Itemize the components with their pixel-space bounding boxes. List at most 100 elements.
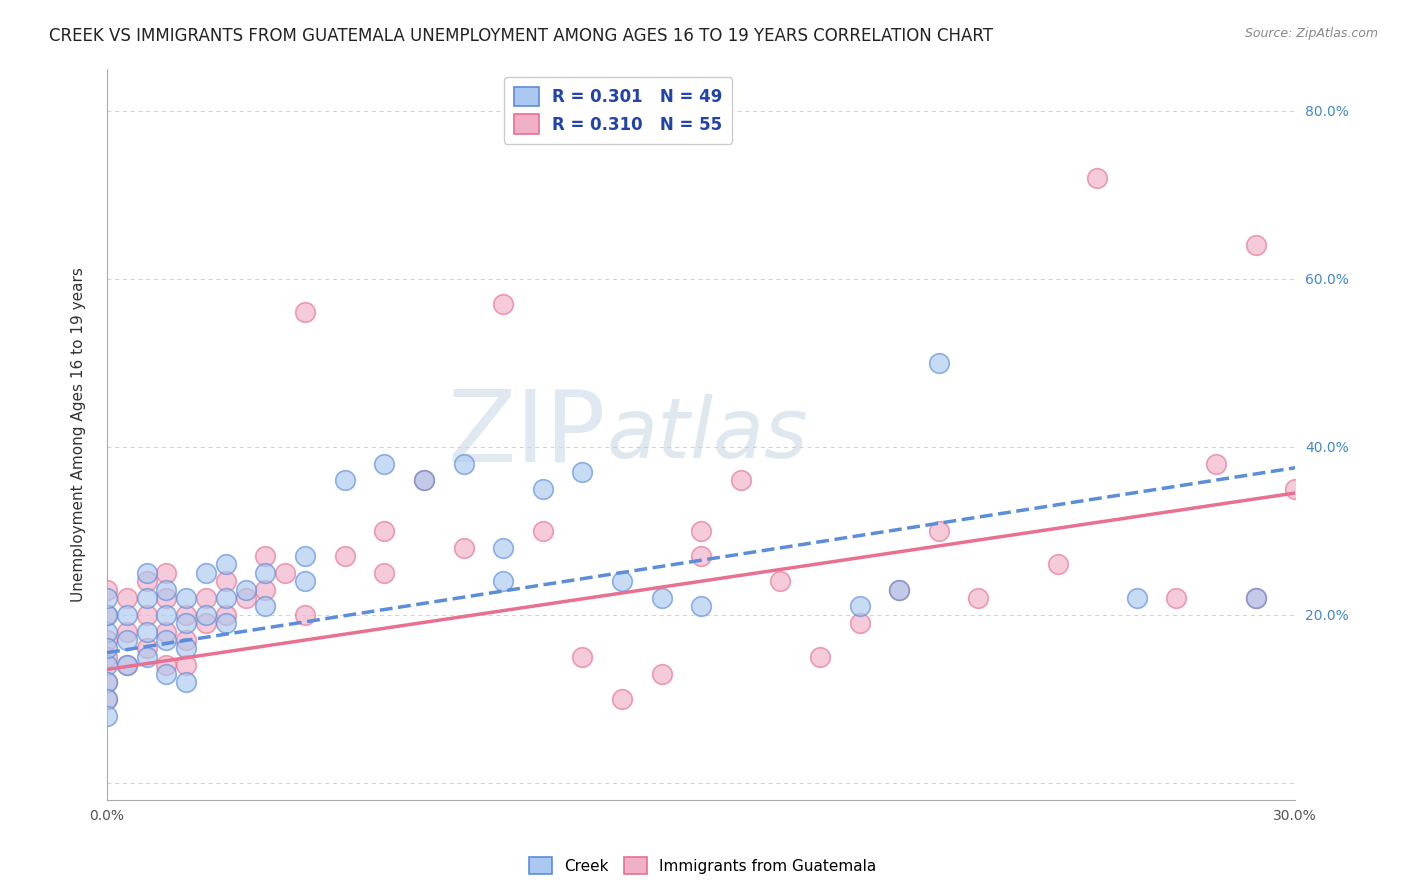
Point [115, 658, 138, 673]
Point [96, 591, 118, 605]
Legend: Creek, Immigrants from Guatemala: Creek, Immigrants from Guatemala [523, 851, 883, 880]
Point [96, 607, 118, 622]
Point [115, 607, 138, 622]
Point [492, 297, 515, 311]
Point [294, 549, 316, 563]
Point [96, 658, 118, 673]
Point [928, 356, 950, 370]
Point [174, 641, 197, 656]
Point [155, 666, 177, 681]
Point [115, 624, 138, 639]
Point [294, 607, 316, 622]
Point [274, 566, 297, 580]
Point [174, 607, 197, 622]
Point [1284, 482, 1306, 496]
Point [769, 574, 792, 589]
Point [195, 566, 218, 580]
Point [453, 457, 475, 471]
Point [254, 566, 277, 580]
Point [690, 524, 713, 538]
Point [135, 566, 157, 580]
Point [155, 566, 177, 580]
Point [651, 666, 673, 681]
Point [174, 591, 197, 605]
Text: Source: ZipAtlas.com: Source: ZipAtlas.com [1244, 27, 1378, 40]
Point [96, 641, 118, 656]
Point [215, 558, 238, 572]
Point [96, 675, 118, 690]
Point [174, 633, 197, 648]
Point [373, 524, 395, 538]
Point [333, 474, 356, 488]
Point [610, 574, 633, 589]
Point [571, 649, 593, 664]
Text: ZIP: ZIP [447, 385, 606, 483]
Point [115, 633, 138, 648]
Point [848, 599, 870, 614]
Point [235, 591, 257, 605]
Point [155, 624, 177, 639]
Point [235, 582, 257, 597]
Point [889, 582, 911, 597]
Point [1244, 591, 1267, 605]
Point [571, 465, 593, 479]
Point [135, 591, 157, 605]
Point [373, 457, 395, 471]
Y-axis label: Unemployment Among Ages 16 to 19 years: Unemployment Among Ages 16 to 19 years [72, 267, 86, 601]
Point [294, 574, 316, 589]
Point [254, 582, 277, 597]
Point [96, 624, 118, 639]
Point [453, 541, 475, 555]
Point [1046, 558, 1069, 572]
Point [1205, 457, 1227, 471]
Point [651, 591, 673, 605]
Point [333, 549, 356, 563]
Point [96, 607, 118, 622]
Point [531, 482, 554, 496]
Point [195, 616, 218, 631]
Point [96, 582, 118, 597]
Point [155, 633, 177, 648]
Point [96, 633, 118, 648]
Point [215, 616, 238, 631]
Point [730, 474, 752, 488]
Point [492, 541, 515, 555]
Point [413, 474, 436, 488]
Point [195, 591, 218, 605]
Point [96, 675, 118, 690]
Point [135, 574, 157, 589]
Text: atlas: atlas [606, 393, 807, 475]
Point [96, 708, 118, 723]
Point [215, 607, 238, 622]
Point [115, 591, 138, 605]
Point [1244, 238, 1267, 252]
Point [155, 582, 177, 597]
Point [174, 616, 197, 631]
Point [1166, 591, 1188, 605]
Point [294, 305, 316, 319]
Point [215, 591, 238, 605]
Point [96, 692, 118, 706]
Point [135, 607, 157, 622]
Point [928, 524, 950, 538]
Point [254, 549, 277, 563]
Point [492, 574, 515, 589]
Point [215, 574, 238, 589]
Point [174, 675, 197, 690]
Point [690, 599, 713, 614]
Point [413, 474, 436, 488]
Point [155, 591, 177, 605]
Point [610, 692, 633, 706]
Point [115, 658, 138, 673]
Point [174, 658, 197, 673]
Point [1085, 170, 1108, 185]
Point [135, 624, 157, 639]
Point [155, 607, 177, 622]
Point [967, 591, 990, 605]
Point [848, 616, 870, 631]
Point [96, 649, 118, 664]
Point [808, 649, 831, 664]
Point [373, 566, 395, 580]
Point [889, 582, 911, 597]
Point [135, 641, 157, 656]
